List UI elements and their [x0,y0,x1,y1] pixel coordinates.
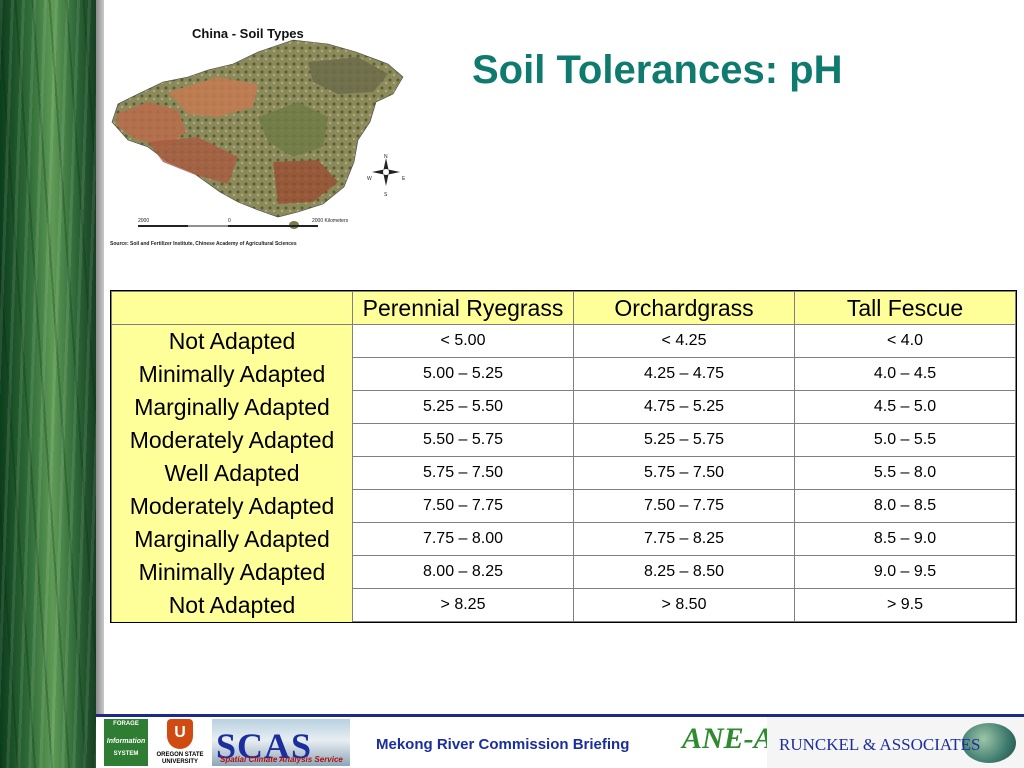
table-cell: 4.25 – 4.75 [573,357,795,391]
column-header: Tall Fescue [794,291,1016,325]
grass-shadow-strip [96,0,104,768]
globe-icon [962,723,1016,763]
table-cell: 4.0 – 4.5 [794,357,1016,391]
table-cell: 8.00 – 8.25 [352,555,574,589]
table-cell: < 4.25 [573,324,795,358]
table-cell: 8.5 – 9.0 [794,522,1016,556]
row-label: Moderately Adapted [111,489,353,523]
column-header: Orchardgrass [573,291,795,325]
compass-s: S [384,192,388,198]
row-label: Moderately Adapted [111,423,353,457]
table-row: Not Adapted > 8.25 > 8.50 > 9.5 [111,588,1016,622]
table-row: Moderately Adapted 7.50 – 7.75 7.50 – 7.… [111,489,1016,523]
ph-tolerance-table: Perennial Ryegrass Orchardgrass Tall Fes… [110,290,1017,623]
table-cell: 4.75 – 5.25 [573,390,795,424]
table-row: Minimally Adapted 8.00 – 8.25 8.25 – 8.5… [111,555,1016,589]
row-label: Minimally Adapted [111,357,353,391]
table-row: Minimally Adapted 5.00 – 5.25 4.25 – 4.7… [111,357,1016,391]
osu-logo-text: OREGON STATE UNIVERSITY [152,752,208,766]
table-cell: 4.5 – 5.0 [794,390,1016,424]
runckel-associates-logo: RUNCKEL & ASSOCIATES [767,717,1024,768]
row-label: Well Adapted [111,456,353,490]
row-label: Not Adapted [111,324,353,358]
table-cell: 5.00 – 5.25 [352,357,574,391]
forage-information-system-logo: FORAGE Information SYSTEM [104,719,148,766]
table-cell: 8.0 – 8.5 [794,489,1016,523]
fis-logo-line: Information [106,738,146,745]
table-header-row: Perennial Ryegrass Orchardgrass Tall Fes… [111,291,1016,325]
row-label: Marginally Adapted [111,390,353,424]
scale-label-left: 2000 [138,218,150,224]
scale-label-zero: 0 [228,218,231,224]
table-row: Not Adapted < 5.00 < 4.25 < 4.0 [111,324,1016,358]
column-header: Perennial Ryegrass [352,291,574,325]
table-cell: 5.75 – 7.50 [573,456,795,490]
table-cell: 7.75 – 8.00 [352,522,574,556]
row-label: Not Adapted [111,588,353,622]
fis-logo-line: SYSTEM [113,751,139,757]
slide-title: Soil Tolerances: pH [472,48,843,92]
table-row: Marginally Adapted 7.75 – 8.00 7.75 – 8.… [111,522,1016,556]
table-cell: < 4.0 [794,324,1016,358]
scas-logo-subtitle: Spatial Climate Analysis Service [220,755,343,764]
china-map-shape [111,39,404,229]
footer-divider [96,714,1024,717]
fis-logo-line: FORAGE [113,721,139,727]
osu-logo-line: UNIVERSITY [161,759,198,765]
scas-logo: SCAS Spatial Climate Analysis Service [212,719,350,766]
table-cell: < 5.00 [352,324,574,358]
table-cell: 5.25 – 5.50 [352,390,574,424]
row-label: Marginally Adapted [111,522,353,556]
compass-n: N [384,154,388,160]
table-cell: > 8.25 [352,588,574,622]
osu-shield-icon: U [167,719,193,749]
map-title: China - Soil Types [192,26,304,41]
table-cell: 8.25 – 8.50 [573,555,795,589]
oregon-state-university-logo: U OREGON STATE UNIVERSITY [152,719,208,766]
table-cell: 5.25 – 5.75 [573,423,795,457]
compass-icon [372,158,400,186]
table-cell: 9.0 – 9.5 [794,555,1016,589]
compass-e: E [402,176,406,182]
row-label: Minimally Adapted [111,555,353,589]
scale-label-right: 2000 Kilometers [312,218,349,224]
runckel-logo-text: RUNCKEL & ASSOCIATES [779,735,981,754]
osu-logo-line: OREGON STATE [156,752,204,758]
table-cell: 5.50 – 5.75 [352,423,574,457]
table-cell: 5.75 – 7.50 [352,456,574,490]
table-cell: 7.50 – 7.75 [573,489,795,523]
scas-logo-text: SCAS [216,726,313,766]
table-cell: 5.0 – 5.5 [794,423,1016,457]
table-cell: > 9.5 [794,588,1016,622]
table-cell: > 8.50 [573,588,795,622]
compass-w: W [367,176,372,182]
table-cell: 5.5 – 8.0 [794,456,1016,490]
table-cell: 7.75 – 8.25 [573,522,795,556]
table-corner-cell [111,291,353,325]
map-source: Source: Soil and Fertilizer Institute, C… [110,241,297,247]
table-row: Moderately Adapted 5.50 – 5.75 5.25 – 5.… [111,423,1016,457]
table-row: Well Adapted 5.75 – 7.50 5.75 – 7.50 5.5… [111,456,1016,490]
grass-background [0,0,96,768]
table-row: Marginally Adapted 5.25 – 5.50 4.75 – 5.… [111,390,1016,424]
china-soil-map: China - Soil Types 2000 0 2000 Kilometer… [108,22,408,252]
footer-briefing-text: Mekong River Commission Briefing [376,736,630,753]
table-cell: 7.50 – 7.75 [352,489,574,523]
